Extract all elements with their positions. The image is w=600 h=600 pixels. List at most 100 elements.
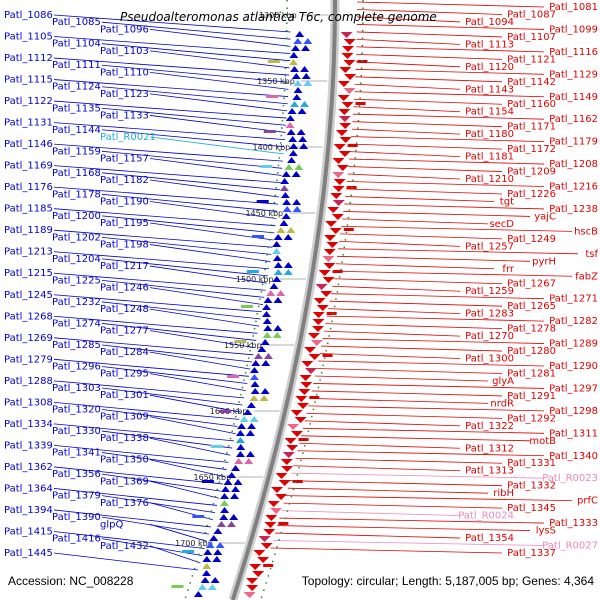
gene-label-patl_1182[interactable]: Patl_1182 xyxy=(100,175,149,186)
gene-label-patl_1289[interactable]: Patl_1289 xyxy=(549,339,598,350)
gene-label-patl_1081[interactable]: Patl_1081 xyxy=(549,2,598,13)
gene-label-glya[interactable]: glyA xyxy=(492,376,514,387)
gene-label-patl_1288[interactable]: Patl_1288 xyxy=(4,376,53,387)
gene-label-patl_1198[interactable]: Patl_1198 xyxy=(100,240,149,251)
gene-label-patl_1103[interactable]: Patl_1103 xyxy=(100,46,149,57)
gene-label-patl_1364[interactable]: Patl_1364 xyxy=(4,483,53,494)
gene-label-patl_1216[interactable]: Patl_1216 xyxy=(549,182,598,193)
gene-label-hscb[interactable]: hscB xyxy=(574,226,598,237)
gene-label-patl_1085[interactable]: Patl_1085 xyxy=(52,17,101,28)
gene-label-patl_1350[interactable]: Patl_1350 xyxy=(100,455,149,466)
gene-label-patl_1172[interactable]: Patl_1172 xyxy=(507,144,556,155)
gene-label-patl_r0021[interactable]: Patl_R0021 xyxy=(100,132,156,143)
gene-label-patl_1308[interactable]: Patl_1308 xyxy=(4,397,53,408)
gene-label-patl_1133[interactable]: Patl_1133 xyxy=(100,110,149,121)
gene-label-frr[interactable]: frr xyxy=(502,264,514,275)
gene-label-patl_1213[interactable]: Patl_1213 xyxy=(4,247,53,258)
gene-label-patl_1217[interactable]: Patl_1217 xyxy=(100,261,149,272)
gene-label-patl_1300[interactable]: Patl_1300 xyxy=(465,354,514,365)
gene-label-patl_1313[interactable]: Patl_1313 xyxy=(465,466,514,477)
gene-label-patl_1225[interactable]: Patl_1225 xyxy=(52,275,101,286)
gene-label-patl_r0027[interactable]: Patl_R0027 xyxy=(542,541,598,552)
gene-label-pyrh[interactable]: pyrH xyxy=(532,256,556,267)
gene-label-patl_1277[interactable]: Patl_1277 xyxy=(100,326,149,337)
gene-label-patl_1111[interactable]: Patl_1111 xyxy=(52,60,101,71)
gene-label-tsf[interactable]: tsf xyxy=(585,249,598,260)
gene-label-patl_1270[interactable]: Patl_1270 xyxy=(465,331,514,342)
gene-label-patl_1257[interactable]: Patl_1257 xyxy=(465,241,514,252)
gene-label-patl_1202[interactable]: Patl_1202 xyxy=(52,232,101,243)
gene-label-patl_1284[interactable]: Patl_1284 xyxy=(100,347,149,358)
gene-label-patl_1169[interactable]: Patl_1169 xyxy=(4,161,53,172)
gene-label-patl_1301[interactable]: Patl_1301 xyxy=(100,390,149,401)
gene-label-patl_1215[interactable]: Patl_1215 xyxy=(4,268,53,279)
gene-label-patl_1295[interactable]: Patl_1295 xyxy=(100,369,149,380)
gene-label-patl_1280[interactable]: Patl_1280 xyxy=(507,346,556,357)
gene-label-patl_1159[interactable]: Patl_1159 xyxy=(52,146,101,157)
gene-label-patl_1144[interactable]: Patl_1144 xyxy=(52,125,101,136)
gene-label-patl_1278[interactable]: Patl_1278 xyxy=(507,324,556,335)
gene-label-patl_1339[interactable]: Patl_1339 xyxy=(4,440,53,451)
gene-label-patl_1087[interactable]: Patl_1087 xyxy=(507,9,556,20)
gene-label-patl_1445[interactable]: Patl_1445 xyxy=(4,548,53,559)
gene-label-patl_1338[interactable]: Patl_1338 xyxy=(100,433,149,444)
gene-label-patl_1249[interactable]: Patl_1249 xyxy=(507,234,556,245)
gene-label-patl_1099[interactable]: Patl_1099 xyxy=(549,24,598,35)
gene-label-patl_1274[interactable]: Patl_1274 xyxy=(52,318,101,329)
gene-label-patl_1190[interactable]: Patl_1190 xyxy=(100,197,149,208)
gene-label-patl_1096[interactable]: Patl_1096 xyxy=(100,24,149,35)
gene-label-patl_1320[interactable]: Patl_1320 xyxy=(52,405,101,416)
gene-label-patl_1311[interactable]: Patl_1311 xyxy=(549,428,598,439)
gene-label-patl_1292[interactable]: Patl_1292 xyxy=(507,413,556,424)
gene-label-patl_1281[interactable]: Patl_1281 xyxy=(507,368,556,379)
gene-label-motb[interactable]: motB xyxy=(529,436,556,447)
gene-label-patl_1238[interactable]: Patl_1238 xyxy=(549,204,598,215)
gene-label-patl_1160[interactable]: Patl_1160 xyxy=(507,99,556,110)
gene-label-patl_1269[interactable]: Patl_1269 xyxy=(4,333,53,344)
gene-label-yajc[interactable]: yajC xyxy=(534,211,556,222)
gene-label-patl_1176[interactable]: Patl_1176 xyxy=(4,182,53,193)
gene-label-patl_1354[interactable]: Patl_1354 xyxy=(465,533,514,544)
gene-label-patl_1200[interactable]: Patl_1200 xyxy=(52,211,101,222)
gene-label-patl_1189[interactable]: Patl_1189 xyxy=(4,225,53,236)
gene-label-patl_1246[interactable]: Patl_1246 xyxy=(100,283,149,294)
gene-label-patl_1362[interactable]: Patl_1362 xyxy=(4,462,53,473)
gene-label-patl_1312[interactable]: Patl_1312 xyxy=(465,443,514,454)
gene-label-patl_1334[interactable]: Patl_1334 xyxy=(4,419,53,430)
gene-label-patl_1116[interactable]: Patl_1116 xyxy=(549,47,598,58)
gene-label-patl_1415[interactable]: Patl_1415 xyxy=(4,526,53,537)
gene-label-patl_1113[interactable]: Patl_1113 xyxy=(465,39,514,50)
gene-label-patl_r0024[interactable]: Patl_R0024 xyxy=(458,511,514,522)
gene-label-patl_1283[interactable]: Patl_1283 xyxy=(465,309,514,320)
gene-label-patl_1268[interactable]: Patl_1268 xyxy=(4,311,53,322)
gene-label-patl_1332[interactable]: Patl_1332 xyxy=(507,481,556,492)
gene-label-secd[interactable]: secD xyxy=(489,219,514,230)
gene-label-patl_1267[interactable]: Patl_1267 xyxy=(507,279,556,290)
gene-label-patl_1248[interactable]: Patl_1248 xyxy=(100,304,149,315)
gene-label-patl_1322[interactable]: Patl_1322 xyxy=(465,421,514,432)
gene-label-patl_1376[interactable]: Patl_1376 xyxy=(100,498,149,509)
gene-label-patl_1146[interactable]: Patl_1146 xyxy=(4,139,53,150)
gene-label-patl_1107[interactable]: Patl_1107 xyxy=(507,32,556,43)
gene-label-patl_1185[interactable]: Patl_1185 xyxy=(4,204,53,215)
gene-label-patl_1337[interactable]: Patl_1337 xyxy=(507,548,556,559)
gene-label-patl_1104[interactable]: Patl_1104 xyxy=(52,39,101,50)
gene-label-patl_1086[interactable]: Patl_1086 xyxy=(4,10,53,21)
gene-label-prfc[interactable]: prfC xyxy=(577,496,598,507)
gene-label-patl_1210[interactable]: Patl_1210 xyxy=(465,174,514,185)
gene-label-patl_1131[interactable]: Patl_1131 xyxy=(4,118,53,129)
gene-label-patl_1157[interactable]: Patl_1157 xyxy=(100,153,149,164)
gene-label-patl_1204[interactable]: Patl_1204 xyxy=(52,254,101,265)
gene-label-patl_1290[interactable]: Patl_1290 xyxy=(549,361,598,372)
gene-label-patl_1341[interactable]: Patl_1341 xyxy=(52,448,101,459)
gene-label-patl_1226[interactable]: Patl_1226 xyxy=(507,189,556,200)
gene-label-patl_1265[interactable]: Patl_1265 xyxy=(507,301,556,312)
gene-label-patl_1178[interactable]: Patl_1178 xyxy=(52,189,101,200)
gene-label-patl_1122[interactable]: Patl_1122 xyxy=(4,96,53,107)
gene-label-patl_1181[interactable]: Patl_1181 xyxy=(465,152,514,163)
gene-label-patl_1209[interactable]: Patl_1209 xyxy=(507,167,556,178)
gene-label-patl_1180[interactable]: Patl_1180 xyxy=(465,129,514,140)
gene-label-patl_1291[interactable]: Patl_1291 xyxy=(507,391,556,402)
gene-label-patl_1120[interactable]: Patl_1120 xyxy=(465,62,514,73)
gene-label-patl_1333[interactable]: Patl_1333 xyxy=(549,518,598,529)
